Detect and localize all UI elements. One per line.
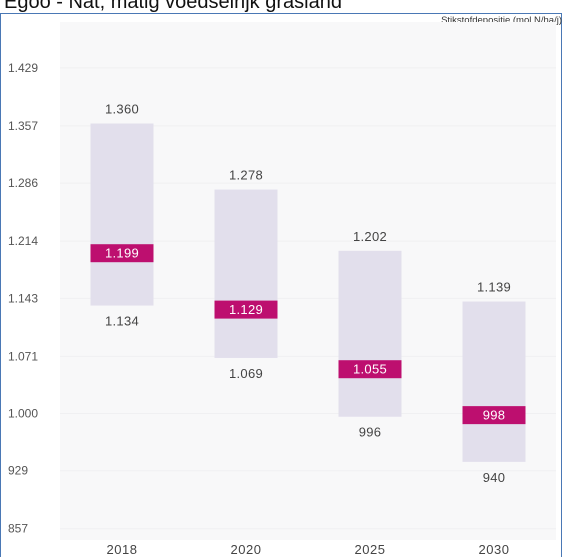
min-label: 940 (483, 470, 506, 485)
y-tick-label: 1.071 (8, 349, 38, 363)
mean-label: 1.055 (353, 362, 387, 377)
y-tick-label: 1.214 (8, 234, 38, 248)
min-label: 996 (359, 425, 382, 440)
x-tick-label: 2030 (479, 542, 510, 557)
window-title-strip: Egoo - Nat, matig voedselrijk grasland (0, 0, 564, 13)
mean-marker (214, 300, 278, 319)
y-tick-label: 1.429 (8, 61, 38, 75)
range-bar (462, 301, 526, 462)
mean-marker (90, 244, 154, 263)
mean-label: 1.199 (105, 246, 139, 261)
y-tick-label: 1.286 (8, 176, 38, 190)
range-bar (338, 250, 402, 417)
unit-label: Stikstofdepositie (mol N/ha/j) (441, 15, 562, 26)
min-label: 1.069 (229, 366, 263, 381)
x-tick-label: 2020 (231, 542, 262, 557)
mean-marker (462, 406, 526, 425)
y-tick-label: 1.143 (8, 291, 38, 305)
x-tick-label: 2025 (355, 542, 386, 557)
y-tick-label: 1.000 (8, 407, 38, 421)
window-title: Egoo - Nat, matig voedselrijk grasland (4, 0, 342, 13)
min-label: 1.134 (105, 314, 139, 329)
mean-label: 1.129 (229, 302, 263, 317)
mean-marker (338, 360, 402, 379)
y-tick-label: 929 (8, 464, 28, 478)
mean-label: 998 (483, 408, 506, 423)
max-label: 1.278 (229, 168, 263, 183)
x-axis-ticks: 2018 2020 2025 2030 (107, 542, 510, 557)
max-label: 1.202 (353, 229, 387, 244)
y-tick-label: 1.357 (8, 119, 38, 133)
max-label: 1.360 (105, 102, 139, 117)
chart-frame (0, 13, 562, 557)
range-bar (214, 189, 278, 358)
max-label: 1.139 (477, 280, 511, 295)
range-bars: 1.199 1.360 1.134 1.129 1.278 1.069 1.055 1.202… (90, 102, 526, 485)
range-bar (90, 123, 154, 306)
y-tick-label: 857 (8, 522, 28, 536)
x-tick-label: 2018 (107, 542, 138, 557)
y-axis-ticks: 857 929 1.000 1.071 1.143 1.214 1.286 1.357 1.42… (8, 61, 38, 536)
